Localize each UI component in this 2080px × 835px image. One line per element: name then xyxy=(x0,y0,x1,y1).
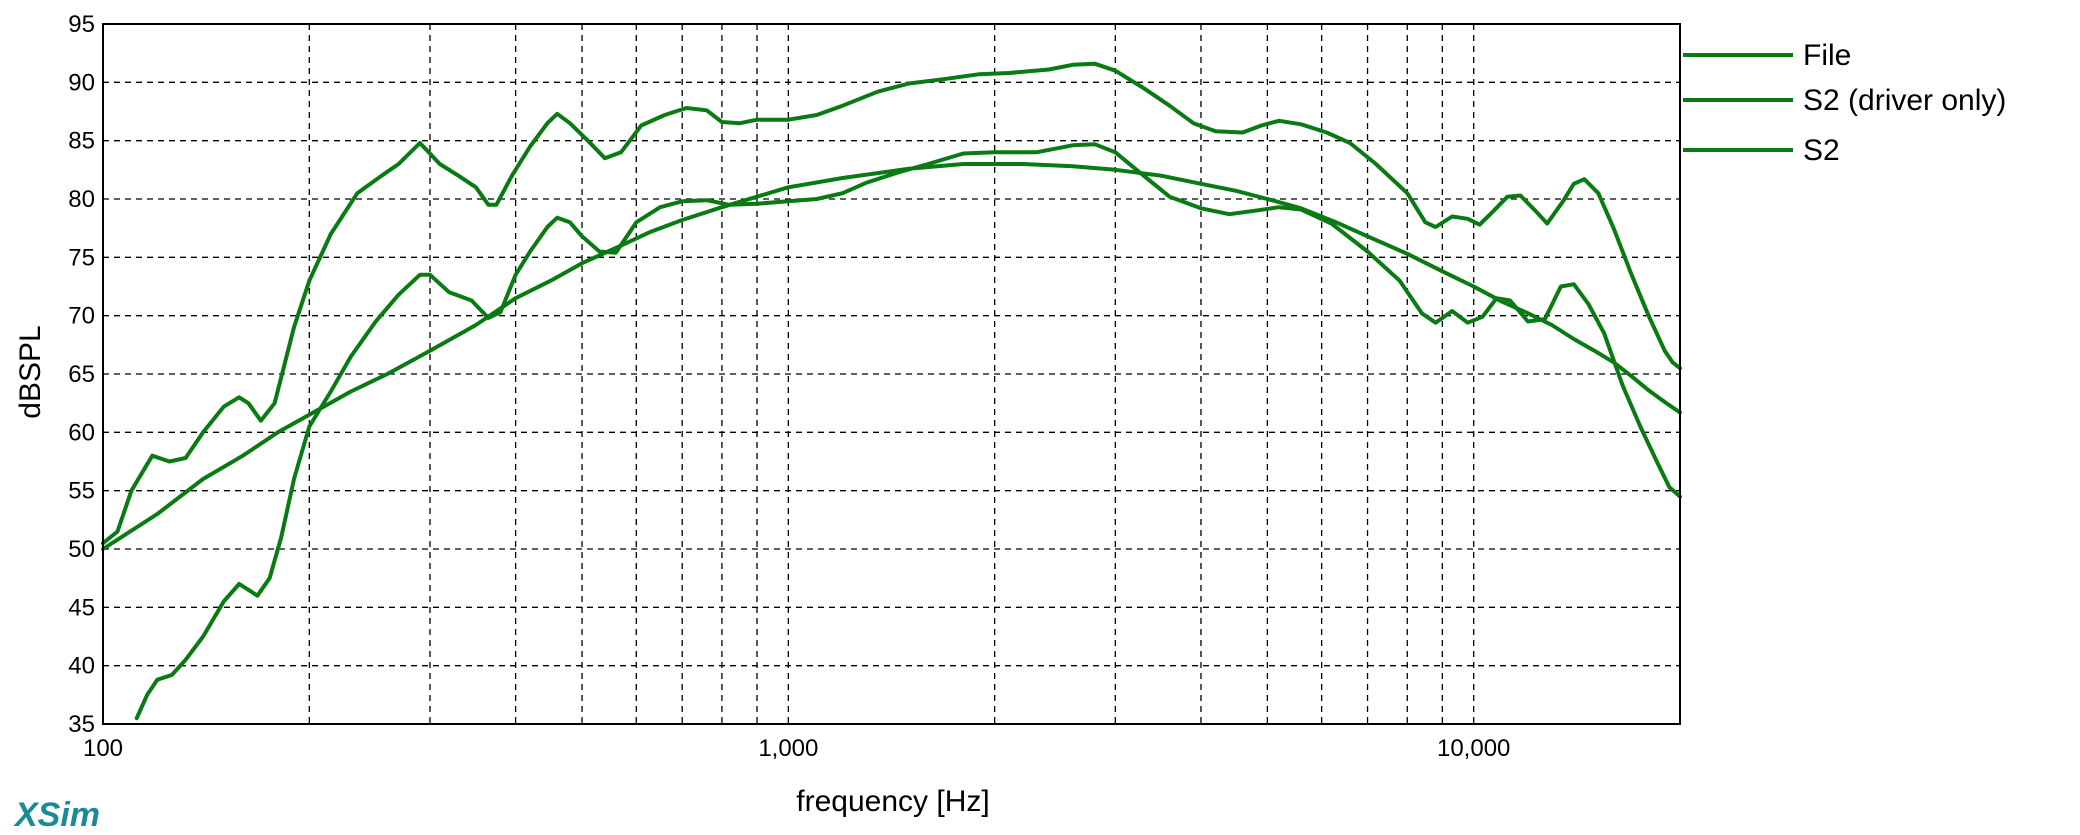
y-tick-label: 70 xyxy=(68,303,95,330)
legend: File S2 (driver only) S2 xyxy=(1683,39,2006,167)
plot-area-frame xyxy=(102,23,1681,725)
y-axis-title: dBSPL xyxy=(14,325,47,418)
series-layer xyxy=(101,61,1682,721)
y-tick-label: 75 xyxy=(68,244,95,271)
series-line-3 xyxy=(134,142,1682,721)
y-tick-label: 35 xyxy=(68,711,95,738)
xsim-brand-logo: XSim xyxy=(13,796,100,830)
series-line-1 xyxy=(101,61,1682,546)
x-tick-label: 1,000 xyxy=(758,735,818,762)
tick-label-layer: 35 40 45 50 55 60 65 70 75 80 85 90 95 100 1,000 10,000 xyxy=(68,11,1510,762)
y-tick-label: 60 xyxy=(68,419,95,446)
legend-label: File xyxy=(1803,39,1851,72)
y-tick-label: 95 xyxy=(68,11,95,38)
y-tick-label: 90 xyxy=(68,69,95,96)
x-tick-label: 10,000 xyxy=(1437,735,1510,762)
y-tick-label: 65 xyxy=(68,361,95,388)
y-tick-label: 55 xyxy=(68,478,95,505)
y-tick-label: 45 xyxy=(68,594,95,621)
y-tick-label: 50 xyxy=(68,536,95,563)
legend-label: S2 xyxy=(1803,134,1840,167)
y-tick-label: 40 xyxy=(68,653,95,680)
x-axis-title: frequency [Hz] xyxy=(796,785,989,818)
y-tick-label: 80 xyxy=(68,186,95,213)
y-tick-label: 85 xyxy=(68,128,95,155)
x-tick-label: 100 xyxy=(83,735,123,762)
legend-label: S2 (driver only) xyxy=(1803,84,2006,117)
